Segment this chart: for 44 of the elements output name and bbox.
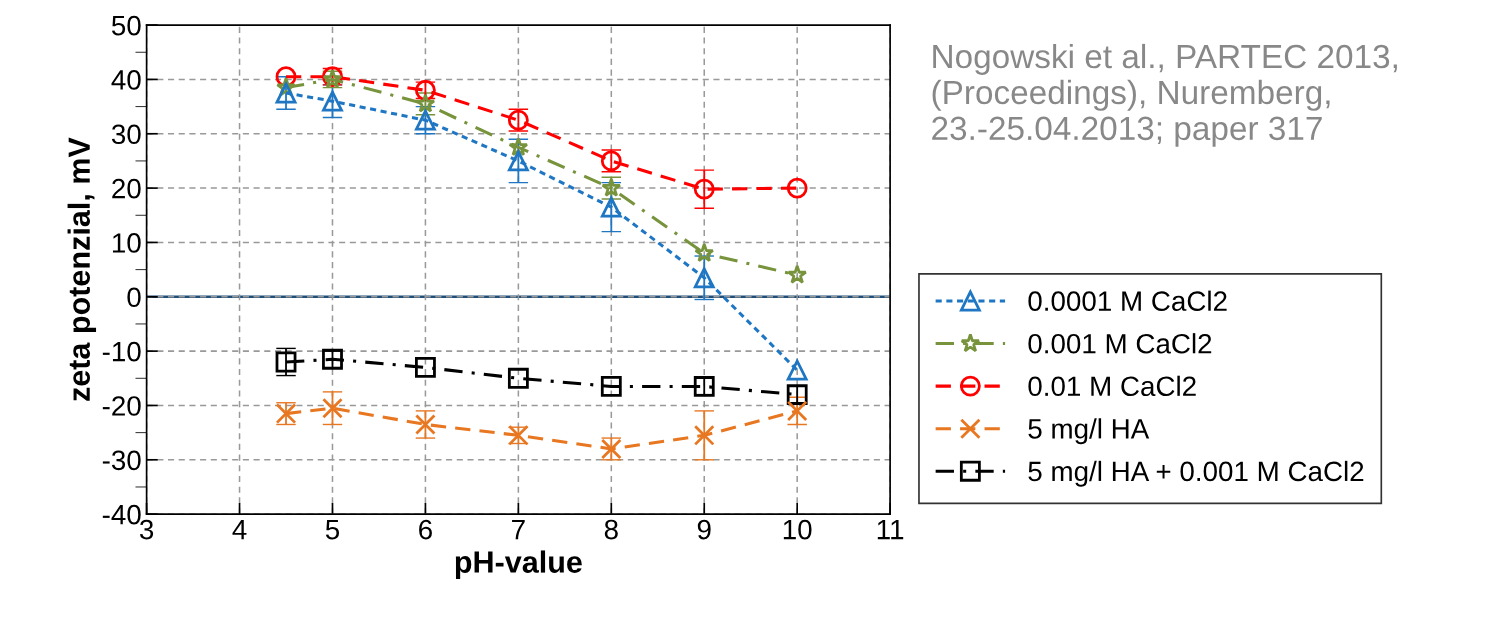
x-tick-label: 5 <box>325 520 340 540</box>
point <box>275 82 297 104</box>
point <box>507 367 529 389</box>
point <box>508 136 529 157</box>
y-tick-label: -10 <box>102 341 141 362</box>
point <box>600 196 622 218</box>
x-axis-title: pH-value <box>455 550 582 579</box>
point <box>786 177 808 199</box>
x-tick-label: 6 <box>419 519 432 540</box>
point <box>694 242 715 262</box>
x-tick-label: 8 <box>604 519 618 540</box>
point <box>787 264 808 284</box>
y-axis-title: zeta potenzial, mV <box>67 137 97 401</box>
point <box>415 357 436 378</box>
legend-label: 5 mg/l HA + 0.001 M CaCl2 <box>1028 460 1364 487</box>
y-tick-label: 20 <box>112 178 141 199</box>
x-tick-label: 9 <box>697 519 711 540</box>
point <box>322 90 343 112</box>
x-tick-label: 10 <box>783 519 812 540</box>
legend-label: 5 mg/l HA <box>1028 418 1150 445</box>
y-tick-label: -20 <box>102 396 141 416</box>
x-tick-label: 7 <box>512 520 525 540</box>
point <box>693 424 715 446</box>
y-tick-label: 40 <box>111 70 141 90</box>
y-tick-label: 0 <box>127 287 141 308</box>
point <box>693 178 715 200</box>
point <box>507 150 529 172</box>
y-tick-label: -40 <box>102 504 141 525</box>
y-tick-label: -30 <box>102 450 141 471</box>
x-tick-label: 4 <box>232 520 247 540</box>
y-tick-label: 30 <box>111 124 141 145</box>
point <box>322 397 343 419</box>
x-tick-label: 3 <box>139 519 154 540</box>
y-tick-label: 10 <box>112 233 141 253</box>
point <box>600 376 622 397</box>
x-tick-label: 11 <box>877 520 904 540</box>
legend-label: 0.0001 M CaCl2 <box>1028 290 1227 311</box>
point <box>786 359 808 381</box>
point <box>415 414 436 435</box>
legend-label: 0.001 M CaCl2 <box>1028 333 1212 354</box>
point <box>693 267 715 289</box>
text: Nogowski et al., PARTEC 2013, (Proceedings), Nuremberg, 23.-25.04.2013; paper 317 <box>932 43 1397 147</box>
legend-label: 0.01 M CaCl2 <box>1028 375 1196 397</box>
y-tick-label: 50 <box>111 15 141 36</box>
